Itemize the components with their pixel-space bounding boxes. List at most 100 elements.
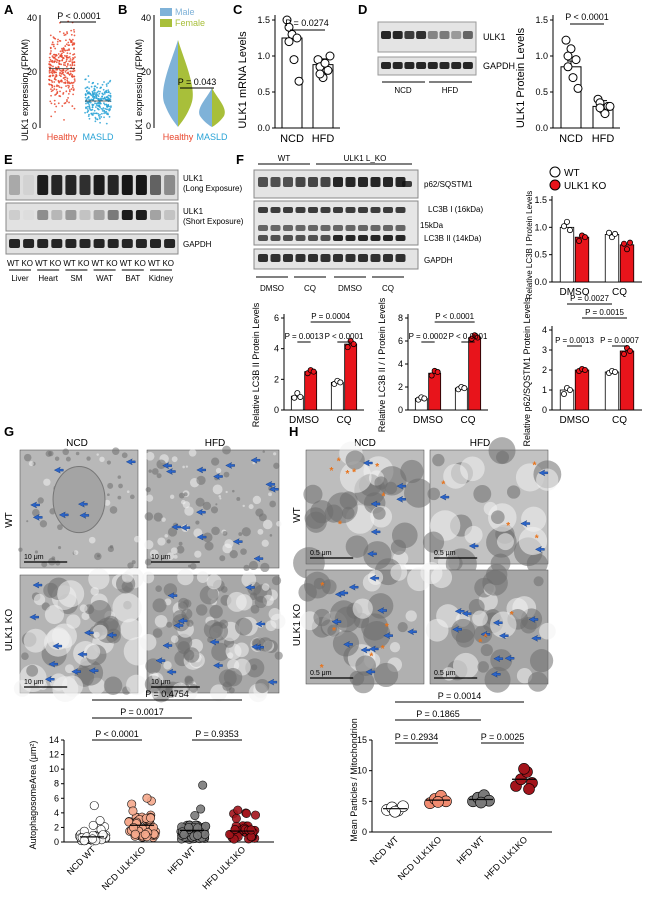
panel-a-dot — [71, 75, 73, 78]
xtick-label: DMSO — [413, 415, 443, 426]
panel-a-dot — [95, 92, 98, 95]
panel-a-dot — [84, 78, 87, 81]
panel-a-dot — [64, 82, 67, 85]
panel-g-micrograph-texture — [248, 560, 259, 571]
data-point — [190, 811, 200, 821]
panel-a-dot — [51, 68, 54, 71]
data-point — [627, 347, 634, 354]
panel-a-dot — [52, 45, 55, 48]
panel-e-blot-short — [5, 202, 179, 232]
panel-a-dot — [61, 105, 64, 107]
panel-g-micrograph-texture — [172, 682, 188, 699]
panel-a-dot — [86, 86, 89, 89]
panel-h-micrograph-arrow-icon — [439, 493, 450, 501]
data-point — [315, 69, 325, 79]
panel-a-dot — [91, 104, 94, 107]
panel-f-band-lc3bi — [320, 207, 331, 213]
panel-h-micrograph-texture — [451, 618, 476, 643]
panel-e-band-long — [79, 175, 91, 195]
panel-g-micrograph-texture — [129, 494, 135, 500]
panel-f-band-gapdh — [258, 254, 268, 262]
panel-a-dot — [48, 78, 50, 81]
bar-ulk1-ko — [574, 236, 590, 283]
panel-a-dot — [101, 83, 104, 86]
panel-a-dot — [63, 118, 65, 121]
panel-h-micrograph-texture — [497, 533, 514, 551]
panel-h-micrograph-star-marker: * — [345, 469, 349, 480]
panel-g-micrograph-arrow-icon — [29, 613, 39, 621]
panel-d-band-gapdh — [439, 62, 450, 69]
panel-h-micrograph-texture — [506, 485, 521, 499]
panel-h-micrograph-star-marker: * — [320, 581, 324, 592]
panel-f-band-lc3bii — [383, 235, 393, 241]
panel-a-dot — [101, 95, 104, 98]
panel-a-dot — [93, 95, 96, 98]
data-point — [474, 334, 481, 341]
data-point — [88, 820, 98, 830]
panel-g-micrograph-texture — [218, 669, 237, 688]
panel-b-violin-masld-male — [199, 88, 212, 127]
panel-f-lc3bi-ylabel: Relative LC3B I Protein Levels — [525, 191, 534, 300]
panel-g-micrograph-arrow-icon — [32, 513, 43, 521]
panel-a-dot — [96, 94, 99, 96]
panel-a-dot — [86, 105, 89, 108]
panel-a-dot — [92, 81, 95, 84]
panel-g-micrograph-texture — [106, 460, 111, 465]
panel-a-dot — [51, 61, 54, 63]
panel-g-micrograph-texture — [229, 549, 238, 559]
panel-a-dot — [101, 109, 104, 112]
panel-g-micrograph-arrow-icon — [77, 650, 88, 658]
panel-g-micrograph-texture — [178, 492, 185, 499]
panel-h-micrograph-star-marker: * — [375, 462, 379, 473]
panel-g-micrograph-texture — [210, 506, 219, 514]
panel-g-micrograph-texture — [182, 465, 185, 469]
ytick-label: 0.5 — [534, 250, 547, 260]
panel-a-dot — [65, 69, 68, 72]
panel-a-dot — [62, 93, 64, 95]
data-point — [434, 369, 441, 376]
panel-a-dot — [99, 101, 101, 104]
bar-wt — [604, 234, 620, 283]
panel-b-violin: ULK1 expression (FPKM) 0 20 40 Male Fema… — [134, 7, 228, 142]
panel-a-dot — [107, 108, 109, 111]
panel-g-micrograph-texture — [126, 490, 130, 494]
panel-a-dot — [85, 106, 87, 109]
panel-a-dot — [96, 107, 99, 110]
panel-f-band-lc3bi — [370, 207, 381, 213]
panel-g-micrograph-texture — [262, 519, 273, 530]
panel-e-band-short — [65, 210, 77, 220]
panel-e-band-long — [135, 175, 147, 195]
panel-b-pvalue: P = 0.043 — [178, 77, 217, 87]
panel-h-micrograph-texture — [405, 610, 417, 622]
ytick-label: 8 — [54, 779, 59, 789]
panel-g-micrograph-texture — [255, 678, 270, 694]
panel-d-band-ulk1 — [427, 31, 438, 39]
panel-g-micrograph-texture — [96, 453, 99, 456]
panel-g-micrograph-arrow-icon — [71, 668, 81, 676]
panel-a-dot — [67, 92, 70, 95]
panel-g-micrograph-texture — [193, 528, 203, 538]
panel-a-dot — [69, 70, 72, 73]
panel-h-micrograph-arrow-icon — [343, 640, 353, 648]
panel-a-dot — [101, 97, 103, 100]
panel-g-micrograph-texture — [189, 683, 198, 693]
panel-e-band-gapdh — [23, 239, 35, 248]
panel-a-dot — [52, 56, 55, 59]
panel-g-micrograph-texture — [196, 475, 206, 485]
panel-g-micrograph-texture — [157, 537, 166, 546]
data-point — [389, 805, 401, 818]
panel-a-dot — [87, 109, 90, 112]
data-point — [231, 813, 241, 823]
panel-g-micrograph-texture — [176, 545, 185, 554]
data-point — [563, 62, 573, 72]
panel-h-micrograph-texture — [472, 610, 488, 627]
panel-f-p62-chart: Relative p62/SQSTM1 Protein Levels 0 1 2 3 4… — [522, 294, 642, 447]
panel-a-dot — [84, 111, 86, 114]
panel-g-micrograph-texture — [212, 484, 223, 495]
panel-h-micrograph-texture — [539, 622, 556, 640]
panel-h-micrograph-star-marker: * — [381, 644, 385, 655]
panel-a-dot — [96, 86, 98, 89]
panel-a-dot — [63, 102, 66, 105]
panel-g-micrograph-texture — [220, 586, 228, 593]
